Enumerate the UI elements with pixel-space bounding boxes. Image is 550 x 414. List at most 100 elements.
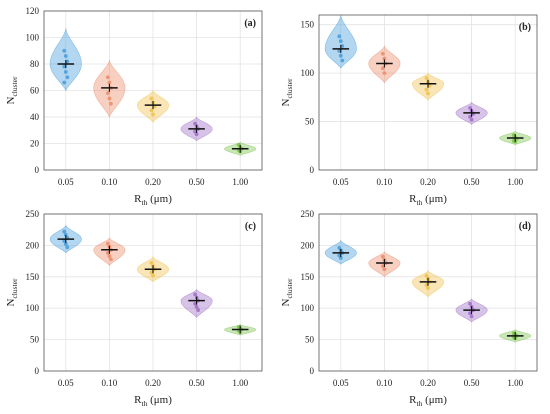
data-point [105, 241, 110, 246]
x-tick-label: 0.05 [58, 177, 74, 187]
y-tick-label: 200 [301, 240, 315, 250]
data-point [468, 301, 472, 306]
data-point [338, 256, 343, 260]
data-point [63, 242, 68, 247]
plot-frame [43, 10, 263, 171]
x-tick-label: 0.05 [58, 378, 74, 388]
data-point [380, 264, 385, 269]
data-point [65, 59, 70, 64]
x-tick-label: 0.20 [420, 378, 436, 388]
panel-d: 0 50 100 150 200 250 0.05 0.10 0.20 0.50 1.00 Rth (… [280, 209, 538, 408]
data-point [107, 96, 112, 101]
data-point [424, 283, 429, 287]
data-point [149, 270, 154, 275]
data-point [424, 87, 429, 92]
panel-label: (a) [244, 18, 256, 29]
y-tick-label: 100 [301, 303, 315, 313]
y-tick-label: 50 [305, 335, 315, 345]
data-point [63, 232, 68, 237]
x-axis-label: Rth (μm) [134, 394, 172, 408]
x-tick-label: 0.50 [189, 177, 205, 187]
y-tick-label: 250 [26, 209, 40, 219]
x-tick-label: 0.20 [145, 378, 161, 388]
y-tick-label: 0 [35, 366, 40, 376]
data-point [426, 91, 430, 96]
data-point [380, 254, 385, 259]
x-tick-label: 0.05 [333, 378, 349, 388]
panel-label: (c) [245, 221, 256, 232]
y-tick-label: 0 [35, 165, 40, 175]
data-point [62, 229, 67, 234]
panel-a: 0 20 40 60 80 100 120 0.05 0.10 0.20 0.50 1.00 Rth (… [5, 6, 263, 207]
data-point [63, 70, 68, 74]
x-tick-label: 0.10 [102, 177, 118, 187]
x-tick-label: 0.20 [145, 177, 161, 187]
data-point [149, 96, 154, 101]
data-point [105, 251, 110, 255]
data-point [62, 80, 67, 85]
data-point [62, 239, 67, 243]
data-point [382, 56, 387, 61]
data-point [424, 76, 429, 80]
x-axis-label: Rth (μm) [409, 394, 447, 408]
x-axis-label: Rth (μm) [409, 193, 447, 207]
data-point [63, 54, 68, 58]
data-point [149, 108, 154, 113]
data-point [380, 51, 385, 56]
x-tick-label: 1.00 [232, 177, 248, 187]
data-point [380, 66, 385, 71]
plot-frame [43, 213, 263, 372]
x-tick-label: 0.20 [420, 177, 436, 187]
y-tick-label: 100 [301, 68, 315, 78]
data-point [468, 114, 472, 119]
y-axis-label: Ncluster [5, 76, 19, 104]
y-tick-label: 200 [26, 240, 40, 250]
data-point [193, 301, 197, 306]
y-tick-label: 50 [305, 117, 315, 127]
data-point [340, 58, 345, 63]
panel-c: 0 50 100 150 200 250 0.05 0.10 0.20 0.50 1.00 Rth (… [5, 209, 263, 408]
panel-label: (d) [519, 221, 531, 232]
x-tick-label: 0.05 [333, 177, 349, 187]
data-point [149, 261, 154, 265]
data-point [337, 48, 342, 53]
y-axis-label: Ncluster [280, 78, 294, 106]
x-tick-label: 0.10 [377, 378, 393, 388]
data-point [194, 132, 199, 137]
data-point [151, 112, 155, 117]
data-point [426, 286, 430, 291]
x-tick-label: 0.50 [189, 378, 205, 388]
data-point [107, 254, 112, 258]
data-point [62, 48, 67, 53]
y-tick-label: 120 [26, 6, 40, 16]
plot-frame [318, 14, 538, 171]
y-tick-label: 0 [310, 165, 315, 175]
data-point [196, 308, 201, 312]
x-tick-label: 1.00 [507, 378, 523, 388]
data-point [107, 80, 112, 85]
data-point [105, 91, 110, 96]
y-tick-label: 100 [26, 303, 40, 313]
y-tick-label: 20 [30, 139, 40, 149]
y-tick-label: 60 [30, 86, 40, 96]
y-tick-label: 40 [30, 112, 40, 122]
data-point [468, 311, 472, 316]
data-point [109, 257, 113, 262]
data-point [337, 34, 342, 39]
data-point [65, 245, 70, 250]
y-tick-label: 150 [301, 272, 315, 282]
data-point [338, 53, 343, 58]
data-point [382, 267, 387, 272]
panel-b: 0 50 100 150 0.05 0.10 0.20 0.50 1.00 Rth (μm) Ncl… [280, 14, 538, 207]
y-tick-label: 100 [26, 33, 40, 43]
data-point [194, 305, 199, 309]
x-tick-label: 0.10 [377, 177, 393, 187]
violin-0.05 [49, 28, 82, 92]
y-tick-label: 250 [301, 209, 315, 219]
data-point [340, 44, 345, 48]
y-tick-label: 80 [30, 59, 40, 69]
x-tick-label: 0.50 [464, 378, 480, 388]
x-tick-label: 1.00 [232, 378, 248, 388]
y-tick-label: 150 [301, 20, 315, 30]
